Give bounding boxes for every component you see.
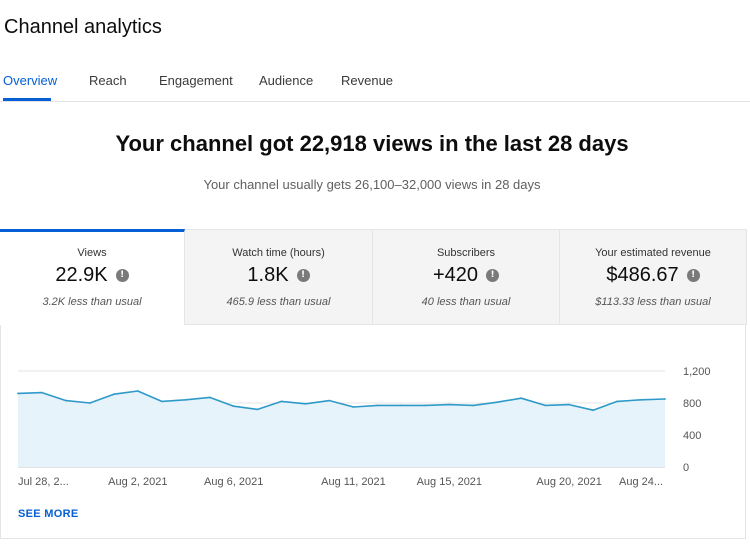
info-icon[interactable]: ! xyxy=(296,269,310,282)
metric-note: 40 less than usual xyxy=(421,296,511,308)
views-line xyxy=(17,390,666,412)
data-point xyxy=(544,404,547,407)
metric-label: Subscribers xyxy=(436,247,496,259)
tab-reach[interactable]: Reach xyxy=(89,73,127,88)
x-tick-label: Aug 6, 2021 xyxy=(204,476,263,488)
see-more-link[interactable]: SEE MORE xyxy=(18,508,79,520)
metric-label: Views xyxy=(77,247,107,259)
metric-note: 465.9 less than usual xyxy=(226,296,331,308)
data-point xyxy=(376,404,379,407)
data-point xyxy=(520,397,523,400)
data-point xyxy=(568,403,571,406)
metric-value: 22.9K xyxy=(55,264,108,286)
info-icon[interactable]: ! xyxy=(115,269,129,282)
info-icon[interactable]: ! xyxy=(486,269,500,282)
metric-value-row: $486.67 ! xyxy=(560,264,746,287)
data-point xyxy=(208,396,211,399)
x-tick-label: Aug 15, 2021 xyxy=(417,476,482,488)
y-tick-label: 1,200 xyxy=(683,366,711,378)
y-tick-label: 400 xyxy=(683,430,701,442)
tab-revenue[interactable]: Revenue xyxy=(341,73,394,88)
data-point xyxy=(256,408,259,411)
y-tick-label: 0 xyxy=(683,462,689,474)
data-point xyxy=(328,399,331,402)
views-chart[interactable]: 0 400 800 1,200 Jul 28, 2... Aug 2, 2021 Aug 6… xyxy=(0,355,750,495)
metric-subscribers[interactable]: Subscribers +420 ! 40 less than usual xyxy=(373,229,560,325)
metric-label: Watch time (hours) xyxy=(232,247,325,259)
metric-views[interactable]: Views 22.9K ! 3.2K less than usual xyxy=(0,229,185,325)
x-tick-label: Aug 11, 2021 xyxy=(321,476,386,488)
page-title: Channel analytics xyxy=(4,16,162,38)
data-point xyxy=(592,409,595,412)
data-point xyxy=(424,404,427,407)
data-point xyxy=(88,402,91,404)
data-point xyxy=(112,393,115,396)
x-tick-label: Jul 28, 2... xyxy=(18,476,69,488)
data-point xyxy=(496,401,499,404)
metric-value: +420 xyxy=(432,264,479,286)
data-point xyxy=(304,402,307,405)
metric-watch-time[interactable]: Watch time (hours) 1.8K ! 465.9 less tha… xyxy=(185,229,373,325)
data-point xyxy=(616,400,618,403)
y-tick-label: 800 xyxy=(683,398,701,410)
metric-value-row: 22.9K ! xyxy=(0,264,184,287)
x-tick-label: Aug 20, 2021 xyxy=(536,476,601,488)
metric-value-row: 1.8K ! xyxy=(185,264,372,287)
info-icon[interactable]: ! xyxy=(686,269,700,282)
data-point xyxy=(400,404,403,407)
data-point xyxy=(232,405,235,408)
metric-value: $486.67 xyxy=(606,264,679,286)
summary-subline: Your channel usually gets 26,100–32,000 … xyxy=(203,177,541,192)
metric-note: $113.33 less than usual xyxy=(595,296,711,308)
summary-headline: Your channel got 22,918 views in the las… xyxy=(115,131,629,156)
tab-bar: Overview Reach Engagement Audience Reven… xyxy=(0,64,750,102)
data-point xyxy=(472,404,475,407)
metric-label: Your estimated revenue xyxy=(595,247,711,259)
metric-note: 3.2K less than usual xyxy=(42,296,142,308)
data-point xyxy=(640,398,642,401)
metric-value: 1.8K xyxy=(247,264,289,286)
metric-value-row: +420 ! xyxy=(373,264,559,287)
tab-overview[interactable]: Overview xyxy=(3,73,58,88)
data-point xyxy=(184,398,187,401)
data-point xyxy=(664,398,666,400)
tab-engagement[interactable]: Engagement xyxy=(159,73,233,88)
tab-audience[interactable]: Audience xyxy=(259,73,314,88)
data-point xyxy=(160,400,163,403)
data-point xyxy=(17,392,19,395)
data-point xyxy=(448,403,451,406)
active-tab-indicator xyxy=(3,98,51,101)
data-point xyxy=(41,391,43,394)
data-point xyxy=(65,399,67,402)
data-point xyxy=(280,400,283,403)
analytics-card xyxy=(0,229,746,539)
x-tick-label: Aug 24... xyxy=(619,476,663,488)
data-point xyxy=(352,406,355,408)
metric-revenue[interactable]: Your estimated revenue $486.67 ! $113.33… xyxy=(560,229,747,325)
data-point xyxy=(136,390,139,392)
area-fill xyxy=(18,391,665,467)
x-tick-label: Aug 2, 2021 xyxy=(108,476,167,488)
